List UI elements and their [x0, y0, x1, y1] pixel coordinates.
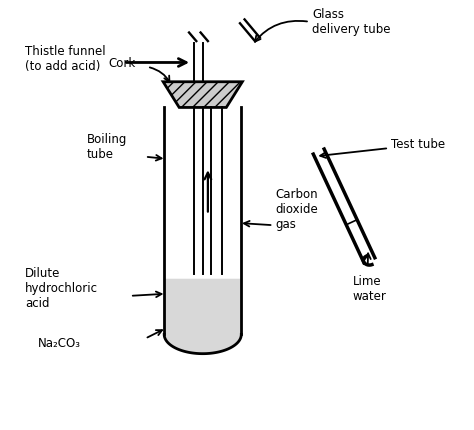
Text: Test tube: Test tube: [391, 138, 445, 151]
Text: Lime
water: Lime water: [353, 275, 386, 303]
Text: Na₂CO₃: Na₂CO₃: [38, 337, 81, 350]
Text: Carbon
dioxide
gas: Carbon dioxide gas: [275, 187, 318, 230]
Polygon shape: [164, 279, 241, 354]
Text: Dilute
hydrochloric
acid: Dilute hydrochloric acid: [25, 266, 98, 309]
Text: Boiling
tube: Boiling tube: [87, 133, 128, 161]
Polygon shape: [163, 83, 242, 108]
Text: Thistle funnel
(to add acid): Thistle funnel (to add acid): [25, 45, 106, 73]
Text: Cork: Cork: [109, 57, 136, 70]
Text: Glass
delivery tube: Glass delivery tube: [312, 8, 391, 36]
